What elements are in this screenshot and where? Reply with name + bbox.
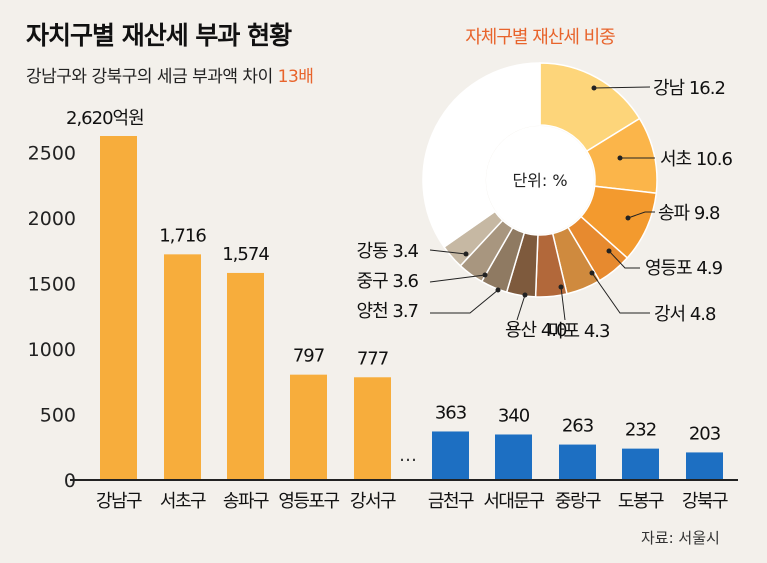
- bar-금천구: [432, 431, 469, 479]
- chart-title: 자치구별 재산세 부과 현황: [26, 21, 292, 50]
- bar-중랑구: [559, 444, 596, 479]
- pie-slice-label: 서초 10.6: [660, 149, 732, 170]
- bar-value-label: 232: [625, 420, 656, 441]
- x-tick-label: 송파구: [223, 491, 269, 512]
- pie-slice-label: 중구 3.6: [357, 271, 419, 292]
- x-tick-label: 중랑구: [555, 491, 601, 512]
- pie-center-label: 단위: %: [512, 171, 567, 190]
- bar-서초구: [164, 254, 201, 479]
- y-tick-label: 2500: [28, 143, 76, 165]
- leader-line: [627, 211, 655, 219]
- bar-value-label: 203: [689, 423, 721, 444]
- x-tick-label: 강남구: [96, 491, 142, 512]
- leader-line: [560, 286, 566, 321]
- bar-unit-label: 2,620억원: [66, 108, 144, 129]
- y-tick-label: 0: [64, 470, 76, 492]
- pie-title: 자체구별 재산세 비중: [465, 27, 615, 48]
- bar-value-label: 797: [293, 346, 324, 367]
- pie-slice-label: 마포 4.3: [548, 321, 610, 342]
- pie-slice-label: 송파 9.8: [658, 203, 720, 224]
- y-tick-label: 1500: [28, 274, 76, 296]
- gap-marker: …: [399, 445, 417, 466]
- bar-강서구: [354, 377, 391, 479]
- bar-value-label: 340: [498, 405, 530, 426]
- donut-hole: [486, 126, 594, 234]
- bar-value-label: 263: [562, 416, 594, 437]
- x-tick-label: 금천구: [428, 491, 474, 512]
- leader-line: [429, 249, 467, 255]
- pie-slice-label: 영등포 4.9: [645, 258, 723, 279]
- x-tick-label: 서대문구: [483, 491, 544, 512]
- pie-slice-label: 강동 3.4: [357, 241, 419, 262]
- leader-line: [608, 250, 640, 269]
- bar-서대문구: [495, 434, 532, 479]
- x-tick-label: 강서구: [350, 491, 396, 512]
- pie-slice: [422, 62, 541, 249]
- bar-value-label: 1,716: [159, 225, 206, 246]
- x-tick-label: 도봉구: [618, 491, 664, 512]
- pie-slice-label: 강남 16.2: [653, 78, 725, 99]
- pie-slice-label: 양천 3.7: [357, 301, 418, 322]
- y-tick-label: 500: [40, 405, 76, 427]
- chart-subtitle: 강남구와 강북구의 세금 부과액 차이 13배: [26, 62, 314, 87]
- x-tick-label: 영등포구: [278, 491, 339, 512]
- bar-value-label: 363: [435, 402, 467, 423]
- bar-강남구: [100, 136, 137, 479]
- y-tick-label: 1000: [28, 339, 76, 361]
- bar-송파구: [227, 272, 264, 479]
- x-tick-label: 강북구: [682, 491, 728, 512]
- bar-value-label: 1,574: [222, 244, 269, 265]
- pie-slice-label: 용산 4.0: [505, 320, 567, 341]
- leader-line: [593, 86, 651, 89]
- subtitle-highlight: 13배: [277, 67, 314, 87]
- bar-강북구: [686, 452, 723, 479]
- x-tick-label: 서초구: [160, 491, 206, 512]
- y-tick-label: 2000: [28, 208, 76, 230]
- source-note: 자료: 서울시: [641, 529, 720, 547]
- bar-영등포구: [290, 374, 327, 479]
- leader-line: [429, 274, 486, 283]
- bar-도봉구: [622, 448, 659, 479]
- leader-line: [591, 272, 650, 314]
- pie-slice-label: 강서 4.8: [654, 304, 716, 325]
- leader-line: [430, 289, 499, 314]
- leader-line: [516, 294, 526, 321]
- subtitle-text: 강남구와 강북구의 세금 부과액 차이: [26, 67, 278, 87]
- bar-value-label: 777: [357, 348, 388, 369]
